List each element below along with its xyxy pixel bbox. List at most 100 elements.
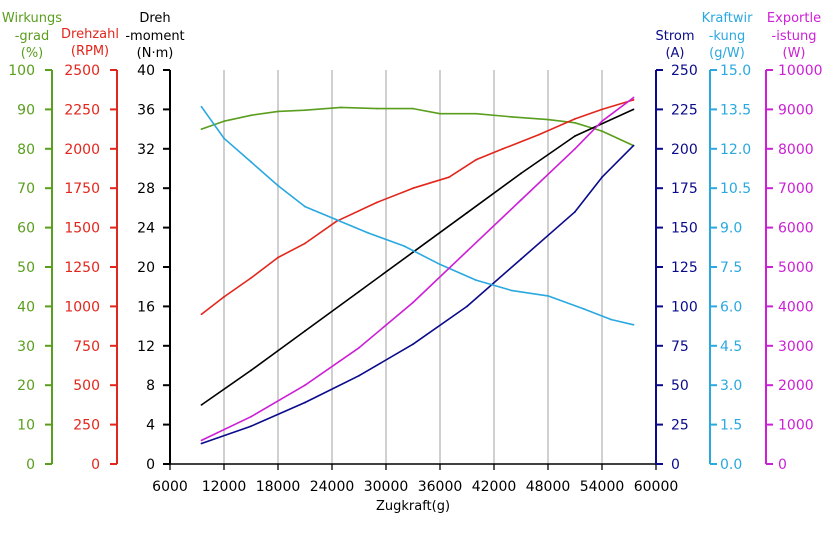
current-tick-label: 125 xyxy=(671,260,698,276)
series-point-rpm xyxy=(335,220,338,223)
power-tick-label: 10000 xyxy=(778,63,823,79)
eff-tick-label: 10 xyxy=(17,418,35,434)
rpm-tick-label: 250 xyxy=(73,418,100,434)
series-point-force xyxy=(475,279,477,282)
force-tick-label: 9.0 xyxy=(720,221,742,237)
current-tick-label: 150 xyxy=(671,221,698,237)
eff-tick-label: 40 xyxy=(17,299,35,315)
series-point-current xyxy=(250,425,252,428)
current-tick-label: 0 xyxy=(671,457,680,473)
series-point-power xyxy=(632,96,635,99)
series-point-current xyxy=(574,210,576,213)
series-point-eff xyxy=(547,118,549,121)
series-point-rpm xyxy=(475,158,477,161)
series-point-force xyxy=(200,105,203,108)
series-point-eff xyxy=(574,121,576,124)
rpm-axis-title: (RPM) xyxy=(71,44,109,59)
current-tick-label: 25 xyxy=(671,418,689,434)
series-line-rpm xyxy=(201,99,634,315)
current-axis-title: Strom xyxy=(655,29,694,44)
rpm-tick-label: 0 xyxy=(91,457,100,473)
series-line-current xyxy=(201,145,635,445)
series-point-power xyxy=(412,301,414,304)
current-tick-label: 175 xyxy=(671,181,698,197)
series-point-current xyxy=(520,258,522,261)
power-tick-label: 8000 xyxy=(778,142,814,158)
torque-tick-label: 0 xyxy=(146,457,155,473)
rpm-tick-label: 1000 xyxy=(64,299,100,315)
series-point-eff xyxy=(475,112,477,115)
torque-tick-label: 12 xyxy=(137,339,155,355)
axes-group: 6000 12000 18000 24000 30000 36000 42000 48000 5… xyxy=(2,11,823,495)
x-axis-label: Zugkraft(g) xyxy=(376,499,450,514)
torque-tick-label: 16 xyxy=(137,299,155,315)
series-point-power xyxy=(358,346,360,349)
series-point-force xyxy=(403,245,405,247)
force-tick-label: 3.0 xyxy=(720,378,742,394)
series-point-torque xyxy=(466,211,468,214)
rpm-tick-label: 1750 xyxy=(64,181,100,197)
series-point-force xyxy=(583,308,585,310)
grid xyxy=(223,70,603,464)
series-point-force xyxy=(547,294,549,297)
eff-tick-label: 20 xyxy=(17,378,35,394)
eff-tick-label: 70 xyxy=(17,181,35,197)
series-point-power xyxy=(520,199,522,201)
series-point-eff xyxy=(601,130,603,132)
series-point-rpm xyxy=(304,242,306,245)
x-tick-label: 36000 xyxy=(418,479,463,495)
series-point-current xyxy=(200,442,203,445)
power-tick-label: 2000 xyxy=(778,378,814,394)
series-point-current xyxy=(632,144,635,147)
eff-axis-title: -grad xyxy=(15,29,50,44)
current-tick-label: 50 xyxy=(671,378,689,394)
power-tick-label: 4000 xyxy=(778,299,814,315)
rpm-tick-label: 2250 xyxy=(64,102,100,118)
current-tick-label: 250 xyxy=(671,63,698,79)
power-tick-label: 0 xyxy=(778,457,787,473)
rpm-tick-label: 2000 xyxy=(64,142,100,158)
force-tick-label: 0.0 xyxy=(720,457,742,473)
series-point-rpm xyxy=(250,277,252,279)
torque-axis-title: (N·m) xyxy=(137,46,174,61)
series-point-power xyxy=(466,250,468,253)
rpm-tick-label: 1500 xyxy=(64,221,100,237)
current-axis-title: (A) xyxy=(665,46,684,61)
torque-tick-label: 36 xyxy=(137,102,155,118)
series-group xyxy=(200,96,635,445)
series-point-current xyxy=(304,401,306,404)
series-point-current xyxy=(358,374,360,377)
series-point-force xyxy=(277,184,279,187)
series-point-eff xyxy=(250,114,252,117)
series-point-force xyxy=(632,323,635,326)
rpm-tick-label: 2500 xyxy=(64,63,100,79)
series-point-rpm xyxy=(502,147,504,150)
series-point-torque xyxy=(200,404,203,406)
series-point-eff xyxy=(340,106,342,109)
series-point-rpm xyxy=(601,108,603,111)
force-tick-label: 15.0 xyxy=(720,63,751,79)
rpm-axis-title: Drehzahl xyxy=(61,27,119,42)
force-tick-label: 4.5 xyxy=(720,339,742,355)
power-tick-label: 5000 xyxy=(778,260,814,276)
series-point-eff xyxy=(376,107,378,110)
series-point-torque xyxy=(574,135,576,137)
power-tick-label: 7000 xyxy=(778,181,814,197)
series-point-force xyxy=(511,289,513,292)
eff-tick-label: 30 xyxy=(17,339,35,355)
x-tick-label: 48000 xyxy=(526,479,571,495)
x-tick-label: 24000 xyxy=(310,479,355,495)
series-line-power xyxy=(201,96,634,442)
torque-tick-label: 20 xyxy=(137,260,155,276)
power-tick-label: 1000 xyxy=(778,418,814,434)
series-point-power xyxy=(304,384,306,387)
eff-tick-label: 50 xyxy=(17,260,35,276)
eff-axis-title: Wirkungs xyxy=(2,11,62,26)
torque-tick-label: 40 xyxy=(137,63,155,79)
force-axis-title: -kung xyxy=(709,29,746,44)
x-tick-label: 18000 xyxy=(256,479,301,495)
current-tick-label: 75 xyxy=(671,339,689,355)
series-point-rpm xyxy=(538,133,540,136)
power-tick-label: 9000 xyxy=(778,102,814,118)
